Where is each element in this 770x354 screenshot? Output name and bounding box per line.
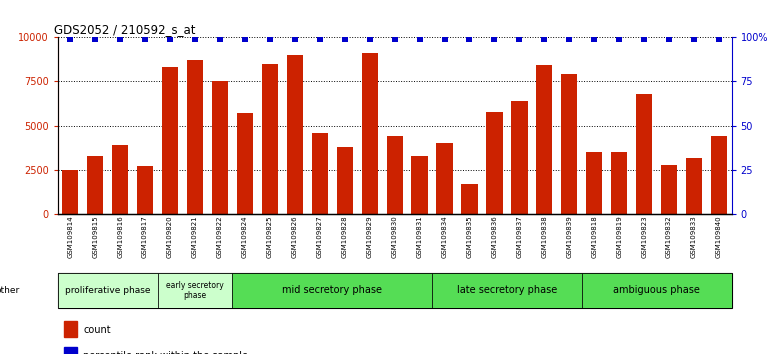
Point [514,36,526,42]
Point [114,36,126,42]
Bar [237,113,253,214]
Bar [636,94,652,214]
Point [313,36,326,42]
Bar [58,273,158,308]
Bar [461,184,477,214]
Bar [112,145,129,214]
Bar [286,55,303,214]
Bar [262,64,278,214]
Point [239,36,251,42]
Text: mid secretory phase: mid secretory phase [283,285,382,295]
Bar [212,81,228,214]
Bar [65,321,76,337]
Bar [387,136,403,214]
Text: late secretory phase: late secretory phase [457,285,557,295]
Point [613,36,625,42]
Text: proliferative phase: proliferative phase [65,286,150,295]
Text: count: count [83,325,111,335]
Bar [611,152,628,214]
Point [713,36,725,42]
Bar [137,166,153,214]
Point [189,36,201,42]
Text: ambiguous phase: ambiguous phase [613,285,700,295]
Point [363,36,376,42]
Point [538,36,551,42]
Point [438,36,450,42]
Point [64,36,76,42]
Bar [233,273,432,308]
Point [588,36,601,42]
Point [413,36,426,42]
Bar [62,170,79,214]
Bar [586,152,602,214]
Point [139,36,151,42]
Bar [187,60,203,214]
Bar [437,143,453,214]
Bar [686,158,702,214]
Bar [65,347,76,354]
Point [339,36,351,42]
Point [563,36,575,42]
Bar [711,136,727,214]
Point [263,36,276,42]
Point [688,36,700,42]
Bar [432,273,582,308]
Bar [158,273,233,308]
Point [488,36,500,42]
Point [464,36,476,42]
Text: percentile rank within the sample: percentile rank within the sample [83,352,249,354]
Point [164,36,176,42]
Text: early secretory
phase: early secretory phase [166,281,224,300]
Bar [536,65,552,214]
Bar [661,165,678,214]
Bar [162,67,178,214]
Point [388,36,400,42]
Bar [87,156,103,214]
Text: other: other [0,286,19,295]
Bar [582,273,732,308]
Bar [511,101,527,214]
Point [663,36,675,42]
Bar [561,74,578,214]
Point [289,36,301,42]
Point [214,36,226,42]
Bar [411,156,427,214]
Bar [487,112,503,214]
Bar [362,53,378,214]
Point [89,36,102,42]
Bar [312,133,328,214]
Point [638,36,651,42]
Bar [336,147,353,214]
Text: GDS2052 / 210592_s_at: GDS2052 / 210592_s_at [55,23,196,36]
